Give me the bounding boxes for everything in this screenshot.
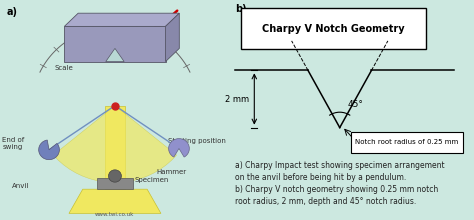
Polygon shape [69, 189, 161, 213]
Polygon shape [97, 178, 133, 189]
Text: 45°: 45° [347, 100, 363, 109]
Text: b) Charpy V notch geometry showing 0.25 mm notch: b) Charpy V notch geometry showing 0.25 … [235, 185, 438, 194]
Text: a): a) [7, 7, 18, 16]
Text: root radius, 2 mm, depth and 45° notch radius.: root radius, 2 mm, depth and 45° notch r… [235, 197, 416, 206]
Wedge shape [39, 140, 59, 160]
Text: Charpy V Notch Geometry: Charpy V Notch Geometry [262, 24, 405, 34]
Polygon shape [64, 26, 165, 62]
Circle shape [109, 170, 121, 182]
Polygon shape [105, 106, 125, 189]
Wedge shape [169, 139, 189, 157]
Text: Specimen: Specimen [135, 177, 169, 183]
Text: www.twi.co.uk: www.twi.co.uk [95, 212, 135, 217]
Text: Hammer: Hammer [156, 169, 186, 175]
Polygon shape [106, 48, 124, 62]
Text: Scale: Scale [55, 65, 74, 71]
Polygon shape [53, 106, 177, 183]
Polygon shape [64, 13, 179, 26]
Text: 2 mm: 2 mm [225, 95, 249, 103]
Text: a) Charpy Impact test showing specimen arrangement: a) Charpy Impact test showing specimen a… [235, 161, 445, 170]
Text: b): b) [235, 4, 246, 14]
Text: Starting position: Starting position [168, 138, 226, 144]
Text: End of
swing: End of swing [2, 136, 25, 150]
Polygon shape [165, 13, 179, 62]
Text: on the anvil before being hit by a pendulum.: on the anvil before being hit by a pendu… [235, 173, 406, 182]
FancyBboxPatch shape [351, 132, 463, 153]
Text: Anvil: Anvil [11, 183, 29, 189]
Text: Notch root radius of 0.25 mm: Notch root radius of 0.25 mm [355, 139, 458, 145]
FancyBboxPatch shape [241, 8, 427, 50]
